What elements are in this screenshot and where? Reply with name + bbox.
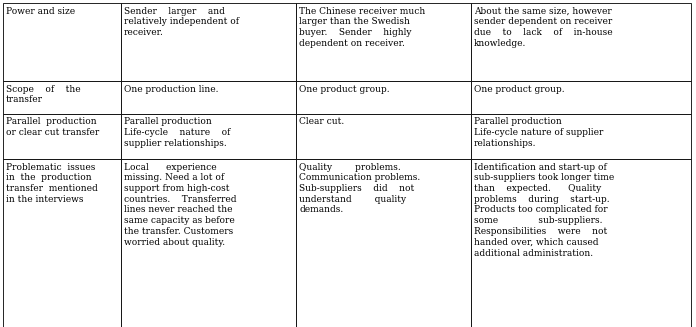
Text: Problematic  issues
in  the  production
transfer  mentioned
in the interviews: Problematic issues in the production tra… [6, 163, 97, 204]
Text: Scope    of    the
transfer: Scope of the transfer [6, 84, 81, 104]
Bar [121, 3, 296, 81]
Bar [296, 3, 471, 81]
Bar [121, 159, 296, 327]
Bar [296, 114, 471, 159]
Text: Parallel production
Life-cycle    nature    of
supplier relationships.: Parallel production Life-cycle nature of… [124, 117, 230, 148]
Text: One production line.: One production line. [124, 84, 219, 94]
Bar [471, 114, 691, 159]
Bar [3, 3, 121, 81]
Bar [121, 81, 296, 114]
Bar [3, 114, 121, 159]
Bar [471, 81, 691, 114]
Text: One product group.: One product group. [299, 84, 390, 94]
Bar [471, 3, 691, 81]
Bar [296, 81, 471, 114]
Text: Quality        problems.
Communication problems.
Sub-suppliers    did    not
und: Quality problems. Communication problems… [299, 163, 420, 215]
Text: Local      experience
missing. Need a lot of
support from high-cost
countries.  : Local experience missing. Need a lot of … [124, 163, 237, 247]
Text: One product group.: One product group. [474, 84, 564, 94]
Bar [296, 159, 471, 327]
Text: About the same size, however
sender dependent on receiver
due    to    lack    o: About the same size, however sender depe… [474, 7, 612, 48]
Text: Parallel  production
or clear cut transfer: Parallel production or clear cut transfe… [6, 117, 100, 137]
Text: The Chinese receiver much
larger than the Swedish
buyer.    Sender    highly
dep: The Chinese receiver much larger than th… [299, 7, 425, 48]
Text: Parallel production
Life-cycle nature of supplier
relationships.: Parallel production Life-cycle nature of… [474, 117, 603, 148]
Text: Sender    larger    and
relatively independent of
receiver.: Sender larger and relatively independent… [124, 7, 239, 37]
Bar [3, 81, 121, 114]
Bar [3, 159, 121, 327]
Text: Identification and start-up of
sub-suppliers took longer time
than    expected. : Identification and start-up of sub-suppl… [474, 163, 615, 257]
Text: Power and size: Power and size [6, 7, 75, 15]
Bar [121, 114, 296, 159]
Bar [471, 159, 691, 327]
Text: Clear cut.: Clear cut. [299, 117, 345, 127]
